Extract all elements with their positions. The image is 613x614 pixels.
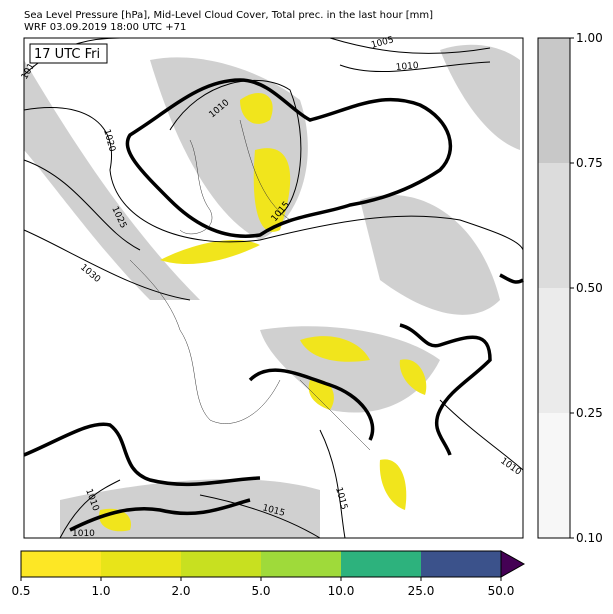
colorbar-segment <box>101 551 181 577</box>
colorbar-tick-label: 5.0 <box>251 584 270 598</box>
colorbar-extend <box>500 550 526 578</box>
map: 101 1005 1010 1010 1020 1025 1030 1015 1… <box>20 35 524 539</box>
subtitle: WRF 03.09.2019 18:00 UTC +71 <box>24 22 186 33</box>
colorbar-tick-label: 1.00 <box>576 31 603 45</box>
time-label: 17 UTC Fri <box>34 47 100 62</box>
colorbar-tick-label: 0.75 <box>576 156 603 170</box>
thick-contours <box>23 78 524 532</box>
colorbar-segment <box>538 413 570 538</box>
contour-label: 1010 <box>395 61 419 73</box>
colorbar-tick-label: 10.0 <box>328 584 355 598</box>
colorbar-segment <box>341 551 421 577</box>
precip-colorbar: 0.5 1.0 2.0 5.0 10.0 25.0 50.0 <box>11 550 526 598</box>
colorbar-tick-label: 0.25 <box>576 406 603 420</box>
colorbar-tick-label: 25.0 <box>408 584 435 598</box>
colorbar-tick-label: 0.50 <box>576 281 603 295</box>
contour-label: 1010 <box>72 529 95 539</box>
colorbar-tick-label: 2.0 <box>171 584 190 598</box>
colorbar-tick-label: 50.0 <box>488 584 515 598</box>
cloud-colorbar: 1.00 0.75 0.50 0.25 0.10 <box>537 31 603 545</box>
colorbar-segment <box>538 163 570 288</box>
colorbar-segment <box>538 288 570 413</box>
colorbar-segment <box>421 551 501 577</box>
colorbar-tick-label: 1.0 <box>91 584 110 598</box>
precip-areas <box>99 92 427 532</box>
colorbar-tick-label: 0.10 <box>576 531 603 545</box>
colorbar-tick-label: 0.5 <box>11 584 30 598</box>
colorbar-segment <box>261 551 341 577</box>
colorbar-segment <box>538 38 570 163</box>
coastlines <box>129 119 371 451</box>
title: Sea Level Pressure [hPa], Mid-Level Clou… <box>24 10 433 21</box>
colorbar-segment <box>181 551 261 577</box>
colorbar-segment <box>21 551 101 577</box>
